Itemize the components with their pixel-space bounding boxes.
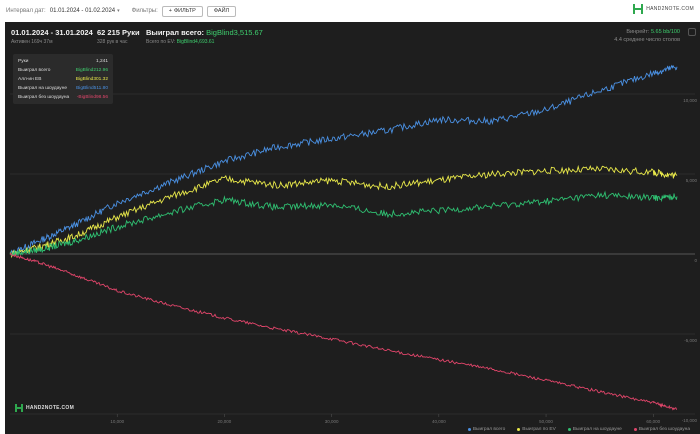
won-value: BigBlind3,515.67: [206, 28, 263, 37]
period-value: 01.01.2024 - 31.01.2024: [11, 28, 93, 37]
legend-item[interactable]: Выиграл без шоудауна: [633, 427, 690, 432]
y-tick-label: 10,000: [683, 98, 697, 103]
watermark: HAND2NOTE.COM: [15, 404, 74, 412]
brand-name: HAND2NOTE.COM: [646, 6, 694, 12]
x-tick-label: 20,000: [218, 419, 232, 424]
winrate-label: Винрейт:: [626, 29, 650, 35]
graph-panel: 10,000 5,000 0 -5,000 -10,000 10,000 20,000 30,…: [5, 22, 700, 434]
tooltip-label: Выиграл без шоудауна: [18, 95, 70, 100]
tooltip-label: Алл-ин EB: [18, 77, 42, 82]
series-line: [9, 64, 678, 256]
tooltip-label: Выиграл всего: [18, 68, 51, 73]
series-line: [9, 252, 678, 411]
filters-label: Фильтры:: [131, 8, 158, 14]
tooltip-row: Выиграл всего BigBlind212.96: [18, 66, 108, 75]
x-tick-label: 60,000: [646, 419, 660, 424]
legend-item[interactable]: Выиграл по EV: [517, 427, 556, 432]
hands-count: 62 215 Руки: [97, 28, 140, 37]
date-range-selector[interactable]: 01.01.2024 - 01.02.2024 ▾: [50, 8, 120, 14]
file-button[interactable]: ФАЙЛ: [206, 5, 237, 17]
hands-per-hour: 328 рук в час: [97, 39, 128, 45]
series-line: [9, 190, 678, 257]
legend-dot-icon: [467, 428, 471, 431]
hover-tooltip: Руки 1,241 Выиграл всего BigBlind212.96 Ал…: [13, 54, 113, 104]
legend-label: Выиграл без шоудауна: [638, 427, 690, 432]
top-toolbar: Интервал дат: 01.01.2024 - 01.02.2024 ▾ …: [0, 0, 700, 22]
y-tick-label: -5,000: [684, 338, 697, 343]
tooltip-row: Выиграл без шоудауна -BigBlind98.56: [18, 93, 108, 102]
tooltip-row: Руки 1,241: [18, 57, 108, 66]
hand2note-logo-icon: [15, 404, 23, 412]
legend-label: Выиграл всего: [472, 427, 506, 432]
tooltip-value: BigBlind212.96: [75, 68, 108, 73]
date-range-value: 01.01.2024 - 01.02.2024: [49, 8, 116, 14]
interval-label: Интервал дат:: [6, 8, 46, 14]
legend-dot-icon: [567, 428, 571, 431]
tooltip-row: Выиграл на шоудауне BigBlind511.80: [18, 84, 108, 93]
tooltip-value: BigBlind511.80: [76, 86, 108, 91]
ev-value: BigBlind4,693.61: [176, 39, 215, 45]
hand2note-logo-icon: [633, 4, 644, 14]
tooltip-value: BigBlind301.32: [75, 77, 108, 82]
tooltip-value: 1,241: [95, 59, 108, 64]
tables-avg: 4.4 среднее число столов: [614, 37, 680, 43]
filter-button[interactable]: + ФИЛЬТР: [161, 5, 203, 17]
period-block: 01.01.2024 - 31.01.2024 Активен 169ч 37м: [11, 28, 93, 45]
profit-chart: 10,000 5,000 0 -5,000 -10,000 10,000 20,000 30,…: [9, 64, 698, 424]
winrate-value: 5.65 bb/100: [650, 29, 680, 35]
watermark-text: HAND2NOTE.COM: [26, 405, 75, 411]
tooltip-label: Руки: [18, 59, 29, 64]
file-button-label: ФАЙЛ: [213, 8, 230, 14]
tooltip-label: Выиграл на шоудауне: [18, 86, 68, 91]
chevron-down-icon: ▾: [117, 8, 120, 14]
legend-dot-icon: [633, 428, 637, 431]
filter-button-label: ФИЛЬТР: [174, 8, 196, 14]
active-time: Активен 169ч 37м: [11, 39, 53, 45]
legend-item[interactable]: Выиграл всего: [467, 427, 506, 432]
won-block: Выиграл всего: BigBlind3,515.67 Всего по…: [146, 28, 263, 45]
ev-label: Всего по EV:: [146, 39, 176, 45]
x-tick-label: 10,000: [110, 419, 124, 424]
hands-block: 62 215 Руки 328 рук в час: [97, 28, 140, 45]
legend-item[interactable]: Выиграл на шоудауне: [567, 427, 622, 432]
y-tick-label: 0: [694, 258, 697, 263]
y-tick-label: -10,000: [682, 418, 698, 423]
legend-label: Выиграл на шоудауне: [572, 427, 622, 432]
tooltip-row: Алл-ин EB BigBlind301.32: [18, 75, 108, 84]
won-label: Выиграл всего:: [146, 28, 205, 37]
legend-label: Выиграл по EV: [522, 427, 556, 432]
y-tick-label: 5,000: [686, 178, 698, 183]
plus-icon: +: [168, 8, 172, 14]
x-tick-label: 30,000: [325, 419, 339, 424]
legend-dot-icon: [517, 428, 521, 431]
series-line: [9, 164, 678, 259]
winrate-block: Винрейт: 5.65 bb/100 4.4 среднее число с…: [614, 28, 680, 44]
x-tick-label: 40,000: [432, 419, 446, 424]
brand-logo: HAND2NOTE.COM: [633, 4, 694, 14]
expand-icon[interactable]: [688, 28, 696, 36]
x-tick-label: 50,000: [539, 419, 553, 424]
tooltip-value: -BigBlind98.56: [76, 95, 108, 100]
chart-legend: Выиграл всего Выиграл по EV Выиграл на ш…: [467, 427, 690, 432]
